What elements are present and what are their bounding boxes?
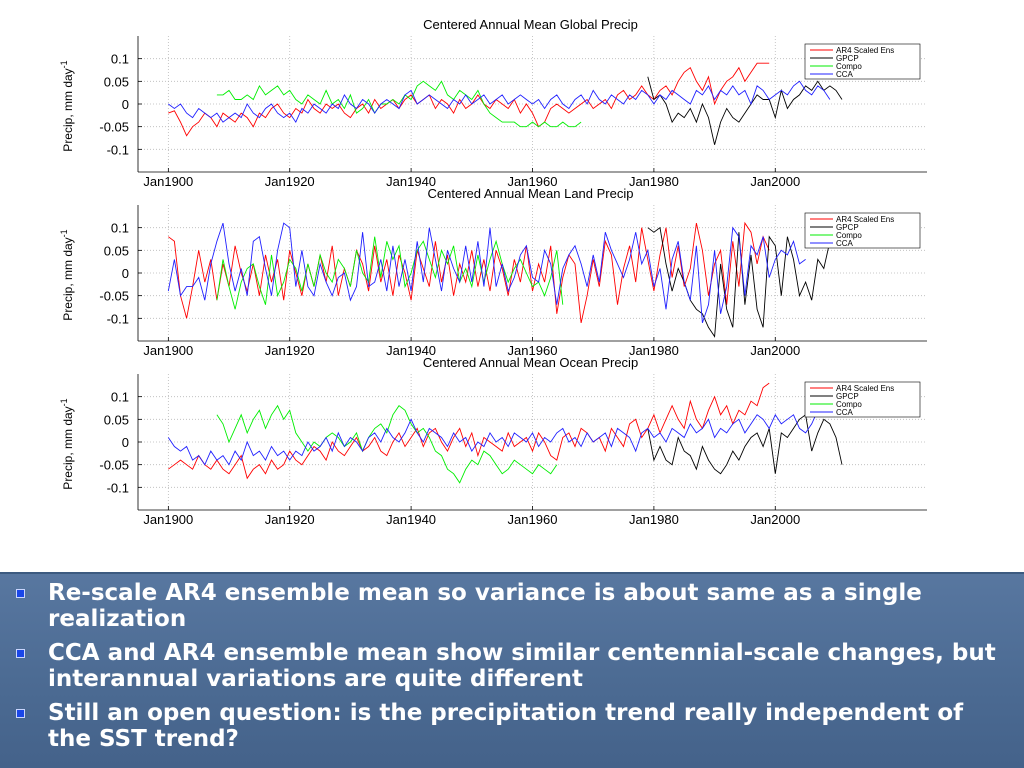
bullet-marker-icon [16,589,25,598]
legend-label: GPCP [836,392,859,401]
x-tick-label: Jan2000 [750,512,800,527]
legend-label: GPCP [836,54,859,63]
x-tick-label: Jan1980 [629,343,679,358]
y-tick-label: 0.05 [104,243,129,258]
series-line [647,214,843,338]
y-tick-label: 0.1 [111,221,129,236]
y-tick-label: 0 [122,266,129,281]
x-tick-label: Jan1980 [629,512,679,527]
y-tick-label: 0.1 [111,390,129,405]
series-line [647,414,843,475]
series-line [167,409,825,466]
x-tick-label: Jan1960 [508,343,558,358]
y-axis-label: Precip, mm day-1 [59,60,75,151]
y-tick-label: 0.1 [111,52,129,67]
bullet-list: Re-scale AR4 ensemble mean so variance i… [14,580,1010,752]
legend-label: Compo [836,231,862,240]
x-tick-label: Jan1900 [143,174,193,189]
bullet-item: Still an open question: is the precipita… [14,700,1010,752]
bullet-text: Re-scale AR4 ensemble mean so variance i… [48,580,922,632]
chart-panel: Centered Annual Mean Global Precip Jan190… [59,17,927,189]
x-tick-label: Jan2000 [750,343,800,358]
x-tick-label: Jan1980 [629,174,679,189]
y-axis-label-text: Precip, mm day [61,406,75,489]
x-tick-label: Jan1940 [386,174,436,189]
chart-title: Centered Annual Mean Ocean Precip [423,355,638,370]
x-tick-label: Jan1900 [143,512,193,527]
y-axis-label-superscript: -1 [59,229,69,237]
bullet-marker-icon [16,649,25,658]
charts-area: Centered Annual Mean Global Precip Jan190… [59,17,927,527]
legend-label: Compo [836,400,862,409]
legend-label: AR4 Scaled Ens [836,46,894,55]
y-tick-label: 0.05 [104,74,129,89]
bullet-item: CCA and AR4 ensemble mean show similar c… [14,640,1010,692]
y-tick-label: -0.05 [99,289,129,304]
x-tick-label: Jan1920 [265,343,315,358]
x-tick-label: Jan1960 [508,512,558,527]
chart-title: Centered Annual Mean Global Precip [423,17,638,32]
series-line [647,76,843,145]
series-line [216,80,582,128]
legend-label: CCA [836,408,854,417]
x-tick-label: Jan1940 [386,512,436,527]
x-tick-label: Jan1920 [265,174,315,189]
y-tick-label: -0.1 [107,311,129,326]
x-tick-label: Jan1920 [265,512,315,527]
series-line [168,382,770,480]
y-tick-label: -0.05 [99,120,129,135]
legend-box [804,381,921,418]
series-line [167,222,806,324]
chart-panel: Centered Annual Mean Ocean Precip Jan1900… [59,355,927,527]
y-axis-label: Precip, mm day-1 [59,229,75,320]
y-axis-label-superscript: -1 [59,60,69,68]
series-line [216,404,558,484]
bullet-panel: Re-scale AR4 ensemble mean so variance i… [0,572,1024,768]
series-line [168,62,770,137]
bullet-marker-icon [16,709,25,718]
bullet-item: Re-scale AR4 ensemble mean so variance i… [14,580,1010,632]
y-tick-label: -0.1 [107,142,129,157]
y-tick-label: -0.05 [99,458,129,473]
legend-label: Compo [836,62,862,71]
y-axis-label-superscript: -1 [59,398,69,406]
y-tick-label: 0.05 [104,412,129,427]
y-tick-label: 0 [122,97,129,112]
x-tick-label: Jan2000 [750,174,800,189]
legend-label: CCA [836,239,854,248]
y-tick-label: 0 [122,435,129,450]
legend-label: AR4 Scaled Ens [836,215,894,224]
chart-panel: Centered Annual Mean Land Precip Jan1900 J… [59,186,927,358]
x-tick-label: Jan1900 [143,343,193,358]
y-axis-label-text: Precip, mm day [61,237,75,320]
y-tick-label: -0.1 [107,480,129,495]
legend-label: CCA [836,70,854,79]
y-axis-label-text: Precip, mm day [61,68,75,151]
legend-label: GPCP [836,223,859,232]
legend-label: AR4 Scaled Ens [836,384,894,393]
y-axis-label: Precip, mm day-1 [59,398,75,489]
bullet-text: Still an open question: is the precipita… [48,700,964,752]
chart-title: Centered Annual Mean Land Precip [428,186,634,201]
bullet-text: CCA and AR4 ensemble mean show similar c… [48,640,996,692]
series-line [168,80,831,124]
x-tick-label: Jan1940 [386,343,436,358]
x-tick-label: Jan1960 [508,174,558,189]
